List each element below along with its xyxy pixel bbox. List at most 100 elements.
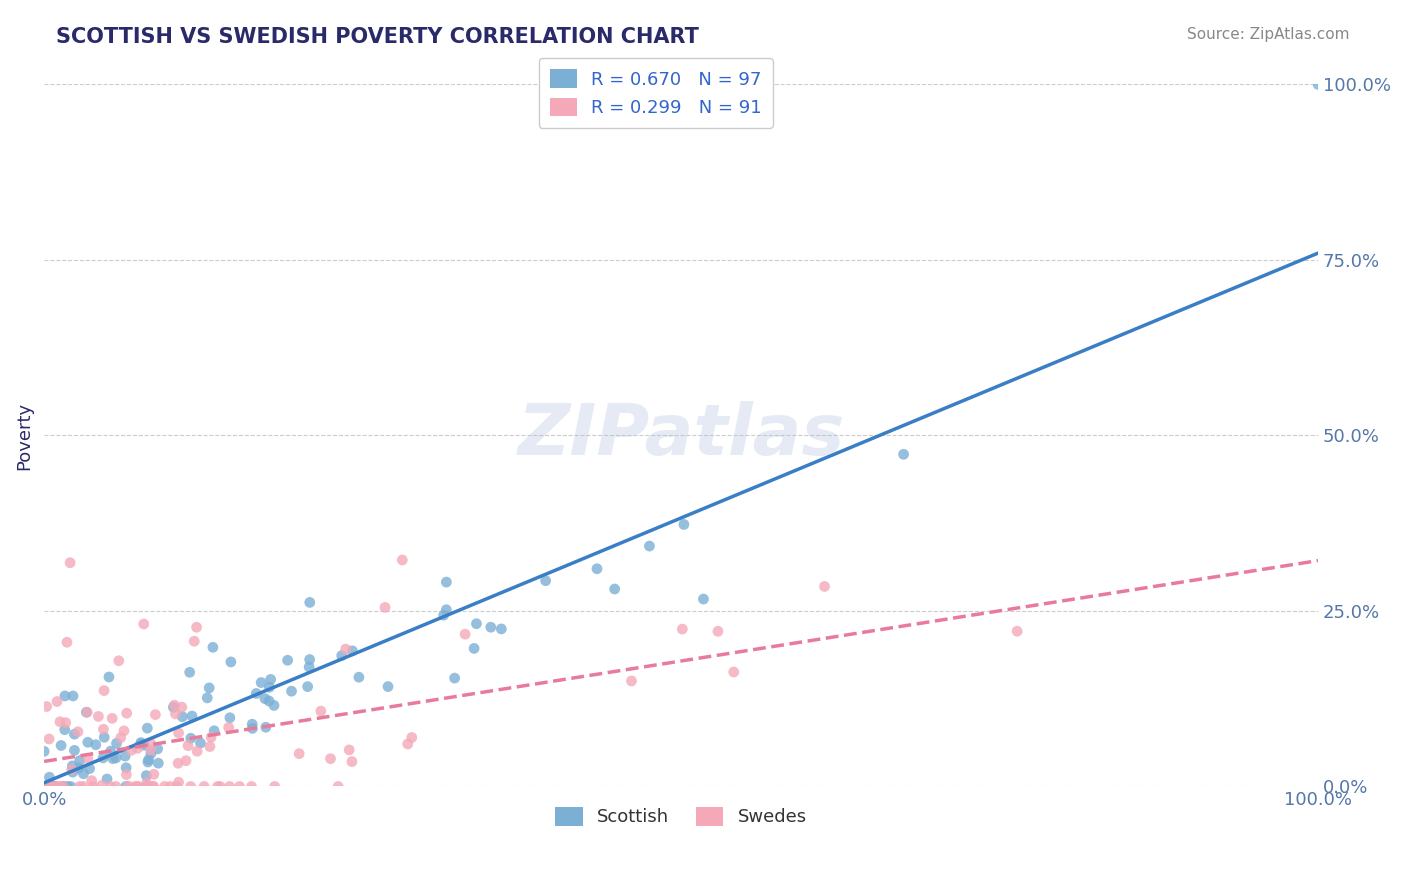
Point [139,747,162,761]
Point [330,648,353,663]
Point [135,768,157,782]
Point [82,780,104,794]
Point [298,660,321,674]
Point [129,736,152,750]
Point [401,731,423,745]
Point [240,780,263,794]
Point [253,691,276,706]
Point [114,749,136,764]
Point [127,780,149,794]
Point [52,780,75,794]
Point [200,731,222,745]
Text: SCOTTISH VS SWEDISH POVERTY CORRELATION CHART: SCOTTISH VS SWEDISH POVERTY CORRELATION … [56,27,699,46]
Point [180,780,202,794]
Point [218,711,240,725]
Point [202,723,225,738]
Point [148,756,170,771]
Point [112,723,135,738]
Point [38,731,60,746]
Point [59,556,82,570]
Point [120,743,142,757]
Point [342,644,364,658]
Point [263,780,285,794]
Point [219,655,242,669]
Point [53,723,76,737]
Point [347,670,370,684]
Point [76,735,98,749]
Point [620,673,643,688]
Point [671,622,693,636]
Point [254,720,277,734]
Point [46,780,69,794]
Point [90,778,112,792]
Point [153,780,176,794]
Point [135,776,157,790]
Point [337,743,360,757]
Point [893,447,915,461]
Point [105,736,128,750]
Point [52,780,75,794]
Point [42,779,65,793]
Point [813,579,835,593]
Point [41,780,63,794]
Point [139,743,162,757]
Point [396,737,419,751]
Point [124,780,146,794]
Point [183,634,205,648]
Point [38,780,60,794]
Point [139,737,162,751]
Point [49,780,72,794]
Point [179,665,201,680]
Point [115,706,138,721]
Point [1308,78,1330,92]
Point [49,714,72,729]
Point [108,654,131,668]
Point [100,780,122,794]
Point [72,766,94,780]
Point [72,780,94,794]
Point [186,744,208,758]
Point [84,738,107,752]
Point [259,680,281,694]
Point [138,753,160,767]
Point [142,780,165,794]
Point [586,562,609,576]
Point [167,756,190,771]
Point [174,754,197,768]
Point [136,780,159,794]
Point [134,738,156,752]
Point [136,755,159,769]
Point [93,723,115,737]
Point [260,673,283,687]
Point [374,600,396,615]
Point [87,709,110,723]
Point [209,780,232,794]
Point [69,780,91,794]
Point [142,767,165,781]
Point [91,751,114,765]
Point [335,642,357,657]
Point [534,574,557,588]
Point [97,670,120,684]
Point [692,592,714,607]
Point [127,780,149,794]
Point [101,711,124,725]
Point [38,780,60,794]
Point [228,780,250,794]
Point [198,739,221,754]
Point [129,737,152,751]
Point [162,700,184,714]
Point [52,780,75,794]
Point [136,721,159,735]
Point [49,739,72,753]
Point [127,741,149,756]
Point [44,780,66,794]
Point [672,517,695,532]
Point [63,743,86,757]
Point [93,731,115,745]
Point [391,553,413,567]
Point [115,761,138,775]
Point [463,641,485,656]
Point [159,780,181,794]
Point [277,653,299,667]
